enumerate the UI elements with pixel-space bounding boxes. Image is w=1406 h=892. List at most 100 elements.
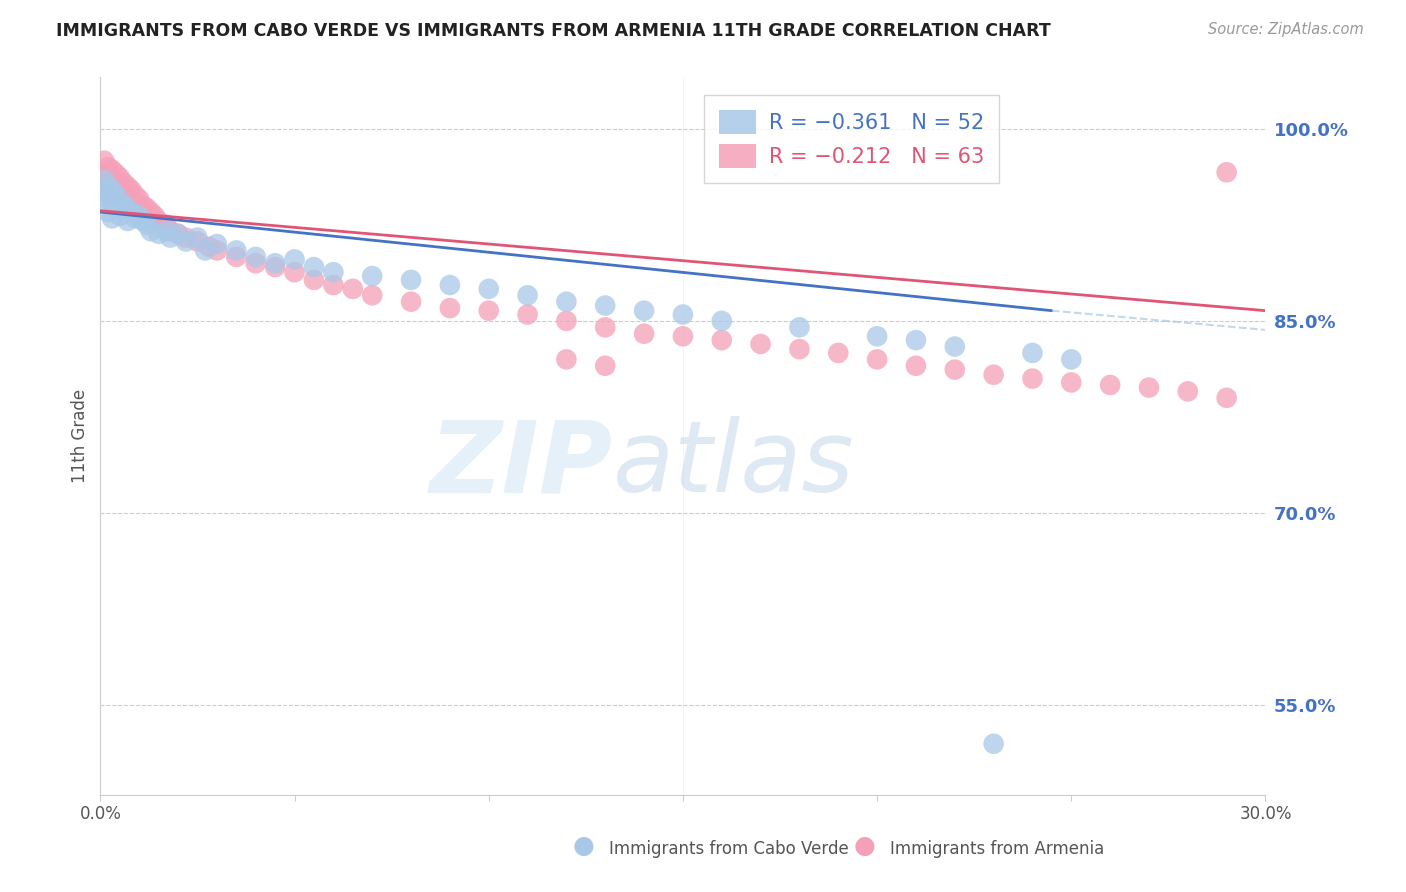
Point [101, 183, 124, 197]
Point [672, 329, 695, 343]
Point [117, 179, 139, 194]
Point [633, 326, 655, 341]
Point [104, 179, 127, 194]
Point [139, 224, 162, 238]
Point [1099, 378, 1122, 392]
Point [710, 333, 733, 347]
Point [108, 209, 131, 223]
Point [710, 314, 733, 328]
Point [174, 230, 197, 244]
Point [108, 194, 131, 208]
Point [361, 268, 384, 283]
Point [593, 320, 616, 334]
Point [93, 173, 115, 187]
Point [1021, 346, 1043, 360]
Point [155, 218, 177, 232]
Point [143, 209, 166, 223]
Point [225, 250, 247, 264]
Point [672, 308, 695, 322]
Point [555, 352, 578, 367]
Point [104, 167, 127, 181]
Point [167, 227, 190, 241]
Point [194, 244, 217, 258]
Point [167, 227, 190, 241]
Point [478, 303, 501, 318]
Point [593, 299, 616, 313]
Point [93, 186, 115, 200]
Point [120, 183, 142, 197]
Point [148, 227, 170, 241]
Point [1177, 384, 1199, 399]
Point [361, 288, 384, 302]
Point [827, 346, 849, 360]
Point [93, 167, 115, 181]
Point [749, 337, 772, 351]
Point [225, 244, 247, 258]
Point [264, 256, 287, 270]
Point [97, 179, 120, 194]
Point [155, 224, 177, 238]
Point [789, 320, 811, 334]
Point [555, 294, 578, 309]
Point [148, 214, 170, 228]
Point [516, 308, 538, 322]
Point [97, 205, 120, 219]
Point [283, 252, 305, 267]
Point [128, 192, 150, 206]
Point [104, 201, 127, 215]
Point [866, 329, 889, 343]
Point [112, 188, 135, 202]
Point [198, 239, 221, 253]
Point [478, 282, 501, 296]
Point [399, 273, 422, 287]
Point [101, 196, 124, 211]
Point [124, 211, 146, 226]
Text: ZIP: ZIP [430, 417, 613, 514]
Point [139, 205, 162, 219]
Point [101, 211, 124, 226]
Point [1021, 371, 1043, 385]
Point [120, 205, 142, 219]
Point [112, 198, 135, 212]
Point [205, 237, 228, 252]
Point [283, 265, 305, 279]
Point [101, 162, 124, 177]
Y-axis label: 11th Grade: 11th Grade [72, 389, 89, 483]
Point [97, 160, 120, 174]
Point [1137, 380, 1160, 394]
Point [128, 209, 150, 223]
Point [132, 198, 155, 212]
Point [205, 244, 228, 258]
Point [97, 192, 120, 206]
Text: ●: ● [572, 834, 595, 858]
Point [1060, 376, 1083, 390]
Point [112, 176, 135, 190]
Point [1215, 165, 1237, 179]
Point [108, 183, 131, 197]
Point [302, 260, 325, 274]
Point [136, 218, 159, 232]
Point [159, 230, 181, 244]
Point [174, 235, 197, 249]
Point [322, 278, 344, 293]
Point [117, 214, 139, 228]
Point [1060, 352, 1083, 367]
Point [104, 188, 127, 202]
Point [97, 186, 120, 200]
Point [93, 153, 115, 168]
Point [633, 303, 655, 318]
Point [516, 288, 538, 302]
Point [245, 250, 267, 264]
Point [593, 359, 616, 373]
Point [108, 170, 131, 185]
Legend: R = −0.361   N = 52, R = −0.212   N = 63: R = −0.361 N = 52, R = −0.212 N = 63 [704, 95, 998, 183]
Text: Immigrants from Armenia: Immigrants from Armenia [890, 840, 1104, 858]
Point [159, 224, 181, 238]
Point [904, 333, 927, 347]
Text: atlas: atlas [613, 417, 855, 514]
Point [136, 201, 159, 215]
Point [866, 352, 889, 367]
Point [1215, 391, 1237, 405]
Point [439, 301, 461, 315]
Point [983, 368, 1005, 382]
